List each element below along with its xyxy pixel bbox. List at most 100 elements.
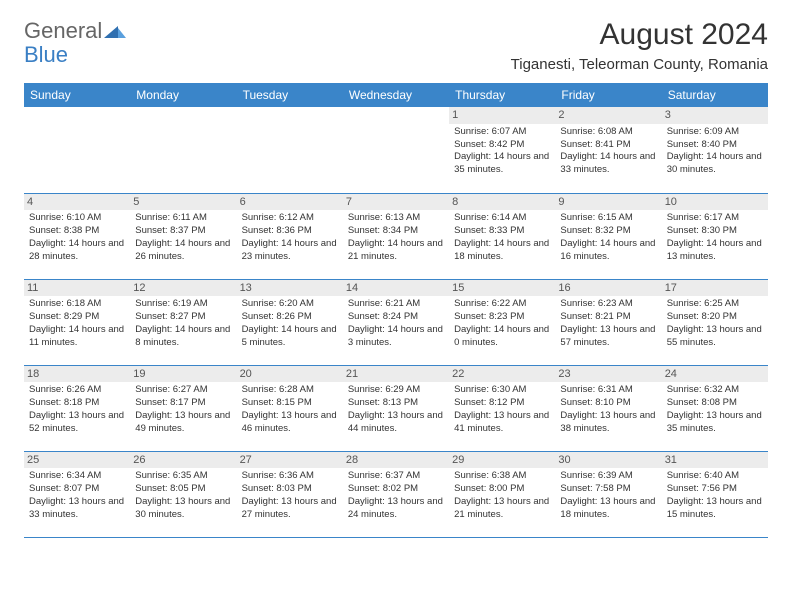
day-number: 24 [662,366,768,383]
day-number: 12 [130,280,236,297]
sunset-line: Sunset: 8:17 PM [135,397,231,410]
daynum-empty [130,107,236,124]
sunrise-line: Sunrise: 6:27 AM [135,384,231,397]
sunrise-line: Sunrise: 6:37 AM [348,470,444,483]
day-number: 26 [130,452,236,469]
sunset-line: Sunset: 8:00 PM [454,483,550,496]
calendar-cell: 12Sunrise: 6:19 AMSunset: 8:27 PMDayligh… [130,279,236,365]
sunset-line: Sunset: 8:29 PM [29,311,125,324]
day-content: Sunrise: 6:21 AMSunset: 8:24 PMDaylight:… [348,298,444,349]
sunrise-line: Sunrise: 6:17 AM [667,212,763,225]
calendar-week: 1 Sunrise: 6:07 AMSunset: 8:42 PMDaylight… [24,107,768,193]
calendar-cell: 18Sunrise: 6:26 AMSunset: 8:18 PMDayligh… [24,365,130,451]
day-content: Sunrise: 6:38 AMSunset: 8:00 PMDaylight:… [454,470,550,521]
sunrise-line: Sunrise: 6:29 AM [348,384,444,397]
daylight-line: Daylight: 14 hours and 11 minutes. [29,324,125,350]
calendar-cell: 27Sunrise: 6:36 AMSunset: 8:03 PMDayligh… [237,451,343,537]
sunset-line: Sunset: 8:12 PM [454,397,550,410]
day-content: Sunrise: 6:08 AMSunset: 8:41 PMDaylight:… [560,126,656,177]
logo-icon [104,18,126,44]
daylight-line: Daylight: 14 hours and 8 minutes. [135,324,231,350]
day-number: 1 [449,107,555,124]
daylight-line: Daylight: 13 hours and 35 minutes. [667,410,763,436]
daylight-line: Daylight: 14 hours and 0 minutes. [454,324,550,350]
sunrise-line: Sunrise: 6:40 AM [667,470,763,483]
sunset-line: Sunset: 8:32 PM [560,225,656,238]
sunset-line: Sunset: 7:56 PM [667,483,763,496]
day-header: Monday [130,83,236,107]
calendar-cell [24,107,130,193]
day-content: Sunrise: 6:35 AMSunset: 8:05 PMDaylight:… [135,470,231,521]
calendar-cell: 10Sunrise: 6:17 AMSunset: 8:30 PMDayligh… [662,193,768,279]
day-number: 9 [555,194,661,211]
day-number: 27 [237,452,343,469]
day-content: Sunrise: 6:07 AMSunset: 8:42 PMDaylight:… [454,126,550,177]
calendar-cell: 13Sunrise: 6:20 AMSunset: 8:26 PMDayligh… [237,279,343,365]
daylight-line: Daylight: 13 hours and 44 minutes. [348,410,444,436]
daylight-line: Daylight: 13 hours and 21 minutes. [454,496,550,522]
sunrise-line: Sunrise: 6:23 AM [560,298,656,311]
daylight-line: Daylight: 13 hours and 38 minutes. [560,410,656,436]
sunset-line: Sunset: 8:21 PM [560,311,656,324]
sunrise-line: Sunrise: 6:19 AM [135,298,231,311]
sunset-line: Sunset: 8:23 PM [454,311,550,324]
daylight-line: Daylight: 13 hours and 27 minutes. [242,496,338,522]
daylight-line: Daylight: 14 hours and 18 minutes. [454,238,550,264]
calendar-cell: 29Sunrise: 6:38 AMSunset: 8:00 PMDayligh… [449,451,555,537]
calendar-cell: 24Sunrise: 6:32 AMSunset: 8:08 PMDayligh… [662,365,768,451]
calendar-cell: 16Sunrise: 6:23 AMSunset: 8:21 PMDayligh… [555,279,661,365]
day-content: Sunrise: 6:27 AMSunset: 8:17 PMDaylight:… [135,384,231,435]
daylight-line: Daylight: 13 hours and 57 minutes. [560,324,656,350]
calendar-cell: 23Sunrise: 6:31 AMSunset: 8:10 PMDayligh… [555,365,661,451]
day-content: Sunrise: 6:15 AMSunset: 8:32 PMDaylight:… [560,212,656,263]
sunrise-line: Sunrise: 6:38 AM [454,470,550,483]
day-number: 22 [449,366,555,383]
day-header: Sunday [24,83,130,107]
day-number: 14 [343,280,449,297]
calendar-cell: 5Sunrise: 6:11 AMSunset: 8:37 PMDaylight… [130,193,236,279]
day-content: Sunrise: 6:23 AMSunset: 8:21 PMDaylight:… [560,298,656,349]
day-number: 3 [662,107,768,124]
day-content: Sunrise: 6:34 AMSunset: 8:07 PMDaylight:… [29,470,125,521]
day-content: Sunrise: 6:37 AMSunset: 8:02 PMDaylight:… [348,470,444,521]
calendar-cell: 2 Sunrise: 6:08 AMSunset: 8:41 PMDaylight… [555,107,661,193]
day-number: 10 [662,194,768,211]
daylight-line: Daylight: 13 hours and 15 minutes. [667,496,763,522]
sunrise-line: Sunrise: 6:28 AM [242,384,338,397]
sunset-line: Sunset: 8:13 PM [348,397,444,410]
day-content: Sunrise: 6:30 AMSunset: 8:12 PMDaylight:… [454,384,550,435]
daylight-line: Daylight: 14 hours and 30 minutes. [667,151,763,177]
calendar-cell [237,107,343,193]
sunrise-line: Sunrise: 6:39 AM [560,470,656,483]
day-header: Wednesday [343,83,449,107]
daylight-line: Daylight: 14 hours and 26 minutes. [135,238,231,264]
sunrise-line: Sunrise: 6:26 AM [29,384,125,397]
daylight-line: Daylight: 14 hours and 21 minutes. [348,238,444,264]
day-content: Sunrise: 6:28 AMSunset: 8:15 PMDaylight:… [242,384,338,435]
day-number: 2 [555,107,661,124]
calendar-cell: 30Sunrise: 6:39 AMSunset: 7:58 PMDayligh… [555,451,661,537]
day-content: Sunrise: 6:36 AMSunset: 8:03 PMDaylight:… [242,470,338,521]
daylight-line: Daylight: 14 hours and 5 minutes. [242,324,338,350]
sunset-line: Sunset: 8:41 PM [560,139,656,152]
sunset-line: Sunset: 7:58 PM [560,483,656,496]
sunset-line: Sunset: 8:07 PM [29,483,125,496]
sunrise-line: Sunrise: 6:34 AM [29,470,125,483]
day-content: Sunrise: 6:09 AMSunset: 8:40 PMDaylight:… [667,126,763,177]
daylight-line: Daylight: 13 hours and 24 minutes. [348,496,444,522]
sunset-line: Sunset: 8:30 PM [667,225,763,238]
sunset-line: Sunset: 8:15 PM [242,397,338,410]
brand-part1: General [24,18,102,44]
day-number: 28 [343,452,449,469]
day-number: 23 [555,366,661,383]
header: General August 2024 Tiganesti, Teleorman… [24,18,768,73]
sunrise-line: Sunrise: 6:09 AM [667,126,763,139]
day-header: Tuesday [237,83,343,107]
day-number: 16 [555,280,661,297]
sunrise-line: Sunrise: 6:07 AM [454,126,550,139]
calendar-cell [130,107,236,193]
sunset-line: Sunset: 8:20 PM [667,311,763,324]
day-content: Sunrise: 6:29 AMSunset: 8:13 PMDaylight:… [348,384,444,435]
sunrise-line: Sunrise: 6:10 AM [29,212,125,225]
day-content: Sunrise: 6:26 AMSunset: 8:18 PMDaylight:… [29,384,125,435]
